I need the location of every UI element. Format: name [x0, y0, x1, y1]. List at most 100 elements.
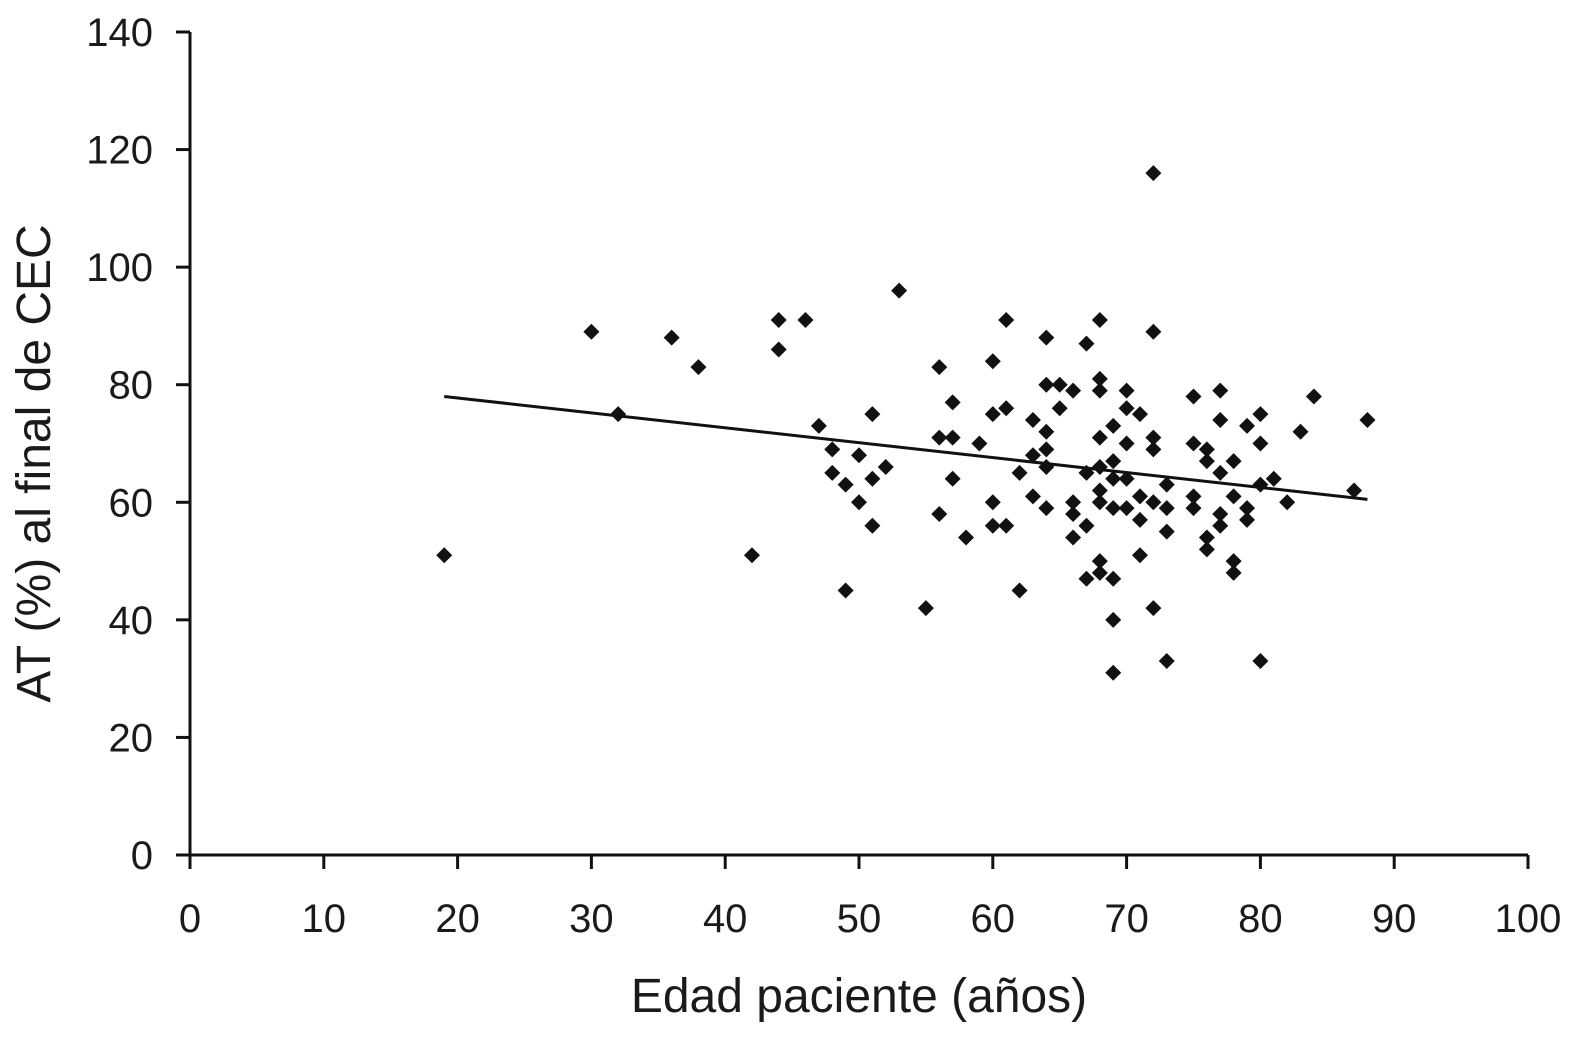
data-point — [837, 476, 854, 493]
x-tick-label: 40 — [703, 897, 748, 941]
data-point — [1011, 582, 1028, 599]
data-point — [1118, 500, 1135, 517]
data-point — [891, 282, 908, 299]
data-point — [984, 353, 1001, 370]
data-point — [1239, 500, 1256, 517]
data-point — [1131, 488, 1148, 505]
data-point — [944, 429, 961, 446]
data-point — [1078, 517, 1095, 534]
data-point — [1252, 653, 1269, 670]
y-tick-label: 80 — [109, 364, 154, 408]
data-point — [864, 470, 881, 487]
data-point — [1118, 470, 1135, 487]
data-point — [984, 406, 1001, 423]
data-point — [1024, 447, 1041, 464]
data-point — [1225, 453, 1242, 470]
data-point — [1091, 459, 1108, 476]
data-point — [1038, 441, 1055, 458]
data-point — [931, 506, 948, 523]
data-point — [1065, 506, 1082, 523]
data-point — [958, 529, 975, 546]
data-point — [1158, 523, 1175, 540]
x-axis-ticks: 0 10 20 30 40 50 60 70 80 90 100 — [179, 855, 1561, 941]
data-point — [984, 517, 1001, 534]
data-point — [944, 470, 961, 487]
data-points — [436, 165, 1376, 681]
data-point — [1239, 417, 1256, 434]
x-tick-label: 60 — [971, 897, 1016, 941]
data-point — [1225, 488, 1242, 505]
data-point — [1038, 329, 1055, 346]
y-tick-label: 0 — [131, 834, 153, 878]
data-point — [663, 329, 680, 346]
data-point — [1145, 323, 1162, 340]
data-point — [1091, 553, 1108, 570]
data-point — [1105, 570, 1122, 587]
data-point — [1105, 417, 1122, 434]
data-point — [743, 547, 760, 564]
data-point — [1212, 506, 1229, 523]
data-point — [1292, 423, 1309, 440]
data-point — [1038, 423, 1055, 440]
data-point — [770, 312, 787, 329]
y-tick-label: 140 — [86, 11, 153, 55]
data-point — [1078, 335, 1095, 352]
data-point — [583, 323, 600, 340]
data-point — [1212, 411, 1229, 428]
data-point — [1091, 429, 1108, 446]
data-point — [998, 312, 1015, 329]
y-axis-label: AT (%) al final de CEC — [8, 224, 61, 702]
y-tick-label: 40 — [109, 599, 154, 643]
data-point — [851, 447, 867, 464]
data-point — [944, 394, 961, 411]
data-point — [1359, 411, 1376, 428]
data-point — [1091, 494, 1108, 511]
data-point — [1038, 459, 1055, 476]
data-point — [1145, 600, 1162, 617]
data-point — [690, 359, 707, 376]
y-tick-label: 100 — [86, 246, 153, 290]
data-point — [810, 417, 827, 434]
x-tick-label: 0 — [179, 897, 201, 941]
data-point — [1305, 388, 1322, 405]
x-tick-label: 90 — [1372, 897, 1417, 941]
data-point — [1118, 435, 1135, 452]
data-point — [1279, 494, 1296, 511]
y-axis-ticks: 0 20 40 60 80 100 120 140 — [86, 11, 190, 878]
data-point — [1198, 541, 1215, 558]
data-point — [1024, 488, 1041, 505]
data-point — [1051, 376, 1068, 393]
data-point — [1065, 382, 1082, 399]
data-point — [1185, 435, 1202, 452]
x-tick-label: 80 — [1238, 897, 1283, 941]
data-point — [1065, 494, 1082, 511]
data-point — [1239, 511, 1256, 528]
data-point — [1131, 511, 1148, 528]
data-point — [1024, 411, 1041, 428]
data-point — [984, 494, 1001, 511]
data-point — [1212, 464, 1229, 481]
data-point — [917, 600, 934, 617]
data-point — [1185, 500, 1202, 517]
data-point — [877, 459, 894, 476]
data-point — [864, 517, 881, 534]
data-point — [770, 341, 787, 358]
data-point — [1198, 529, 1215, 546]
x-tick-label: 50 — [837, 897, 882, 941]
x-tick-label: 30 — [569, 897, 614, 941]
data-point — [1105, 664, 1122, 681]
data-point — [610, 406, 627, 423]
data-point — [1252, 476, 1269, 493]
data-point — [1078, 570, 1095, 587]
data-point — [1185, 388, 1202, 405]
data-point — [1091, 482, 1108, 499]
data-point — [971, 435, 988, 452]
data-point — [837, 582, 854, 599]
data-point — [1198, 441, 1215, 458]
data-point — [1158, 653, 1175, 670]
data-point — [864, 406, 881, 423]
y-tick-label: 20 — [109, 716, 154, 760]
data-point — [1011, 464, 1028, 481]
data-point — [931, 359, 948, 376]
data-point — [436, 547, 453, 564]
